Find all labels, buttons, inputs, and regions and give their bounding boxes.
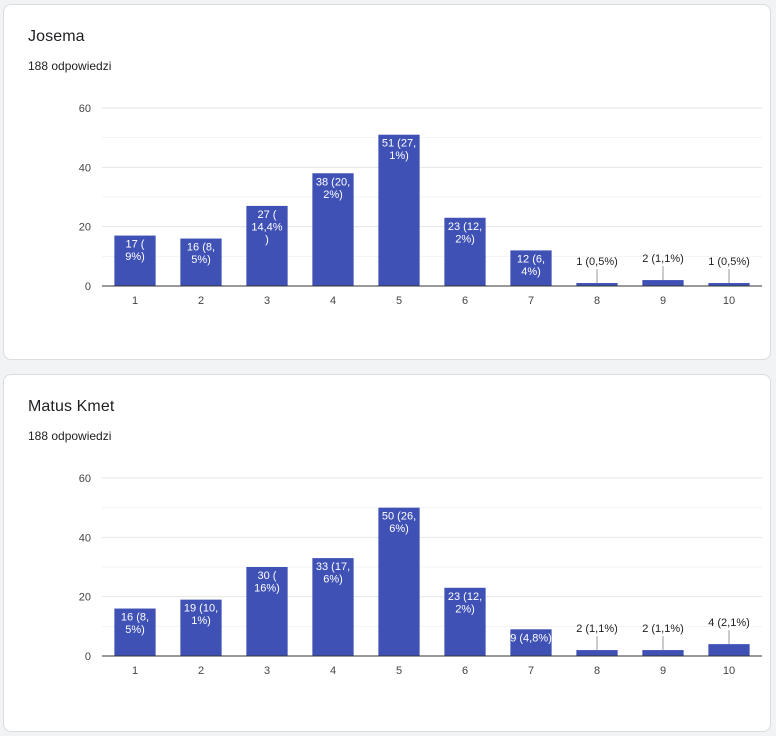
data-label: 2%) [455, 603, 475, 615]
y-tick-label: 60 [79, 473, 91, 485]
x-tick-label: 5 [396, 295, 402, 307]
y-tick-label: 40 [79, 162, 91, 174]
question-card: Josema 188 odpowiedzi 0 20 40 60 17 (9%) 1 16 … [3, 4, 771, 360]
data-label: 9%) [125, 251, 145, 263]
x-tick-label: 9 [660, 665, 666, 677]
x-tick-label: 6 [462, 665, 468, 677]
x-tick-label: 4 [330, 295, 336, 307]
data-label: 4 (2,1%) [708, 617, 750, 629]
bar[interactable] [708, 644, 750, 656]
bar[interactable] [642, 650, 684, 656]
data-label: 9 (4,8%) [510, 632, 552, 644]
bar[interactable] [114, 235, 156, 286]
y-tick-label: 0 [85, 281, 91, 293]
bar[interactable] [180, 599, 222, 656]
x-tick-label: 2 [198, 295, 204, 307]
x-tick-label: 5 [396, 665, 402, 677]
data-label: 1 (0,5%) [708, 256, 750, 268]
x-tick-label: 1 [132, 665, 138, 677]
data-label: 16%) [254, 583, 280, 595]
data-label: 5%) [125, 624, 145, 636]
y-tick-label: 20 [79, 592, 91, 604]
x-tick-label: 8 [594, 665, 600, 677]
data-label: ) [265, 234, 269, 246]
bar[interactable] [378, 134, 420, 286]
bar[interactable] [378, 507, 420, 656]
bar[interactable] [510, 629, 552, 656]
bar[interactable] [642, 280, 684, 286]
data-label: 16 (8, [187, 242, 215, 254]
x-tick-label: 9 [660, 295, 666, 307]
x-tick-label: 3 [264, 665, 270, 677]
data-label: 23 (12, [448, 221, 482, 233]
bar[interactable] [246, 567, 288, 656]
x-tick-label: 1 [132, 295, 138, 307]
data-label: 16 (8, [121, 612, 149, 624]
bar[interactable] [246, 205, 288, 286]
x-tick-label: 6 [462, 295, 468, 307]
data-label: 2 (1,1%) [642, 253, 684, 265]
y-tick-label: 40 [79, 532, 91, 544]
bar[interactable] [114, 608, 156, 656]
data-label: 50 (26, [382, 511, 416, 523]
bar[interactable] [576, 650, 618, 656]
question-title: Matus Kmet [28, 398, 115, 415]
x-tick-label: 3 [264, 295, 270, 307]
bar[interactable] [444, 217, 486, 286]
data-label: 30 ( [258, 570, 277, 582]
data-label: 14,4% [251, 221, 282, 233]
data-label: 17 ( [126, 239, 145, 251]
data-label: 2 (1,1%) [576, 623, 618, 635]
data-label: 6%) [389, 523, 409, 535]
x-tick-label: 10 [723, 295, 735, 307]
bar[interactable] [180, 238, 222, 286]
data-label: 12 (6, [517, 253, 545, 265]
bar[interactable] [510, 250, 552, 286]
x-tick-label: 8 [594, 295, 600, 307]
data-label: 1 (0,5%) [576, 256, 618, 268]
x-tick-label: 10 [723, 665, 735, 677]
x-tick-label: 4 [330, 665, 336, 677]
bar[interactable] [312, 558, 354, 656]
data-label: 23 (12, [448, 591, 482, 603]
data-label: 5%) [191, 254, 211, 266]
data-label: 19 (10, [184, 603, 218, 615]
data-label: 4%) [521, 266, 541, 278]
x-tick-label: 2 [198, 665, 204, 677]
data-label: 1%) [389, 150, 409, 162]
bar-chart: 0 20 40 60 16 (8,5%) 1 19 (10,1%) 2 30 (16%) 3 33 … [79, 473, 762, 677]
data-label: 6%) [323, 574, 343, 586]
data-label: 33 (17, [316, 561, 350, 573]
bar[interactable] [576, 283, 618, 286]
bar[interactable] [444, 587, 486, 656]
question-card: Matus Kmet 188 odpowiedzi 0 20 40 60 16 (8, 5… [3, 374, 771, 732]
data-label: 1%) [191, 615, 211, 627]
response-count: 188 odpowiedzi [28, 429, 112, 443]
data-label: 2%) [455, 233, 475, 245]
data-label: 2 (1,1%) [642, 623, 684, 635]
question-title: Josema [28, 28, 85, 45]
data-label: 2%) [323, 189, 343, 201]
x-tick-label: 7 [528, 665, 534, 677]
data-label: 51 (27, [382, 138, 416, 150]
bar-chart: 0 20 40 60 17 (9%) 1 16 (8,5%) 2 27 (14,4%) 3 38 (… [79, 103, 762, 307]
response-count: 188 odpowiedzi [28, 59, 112, 73]
bar[interactable] [312, 173, 354, 286]
x-tick-label: 7 [528, 295, 534, 307]
data-label: 27 ( [258, 209, 277, 221]
bar[interactable] [708, 283, 750, 286]
y-tick-label: 0 [85, 651, 91, 663]
data-label: 38 (20, [316, 176, 350, 188]
y-tick-label: 20 [79, 222, 91, 234]
y-tick-label: 60 [79, 103, 91, 115]
